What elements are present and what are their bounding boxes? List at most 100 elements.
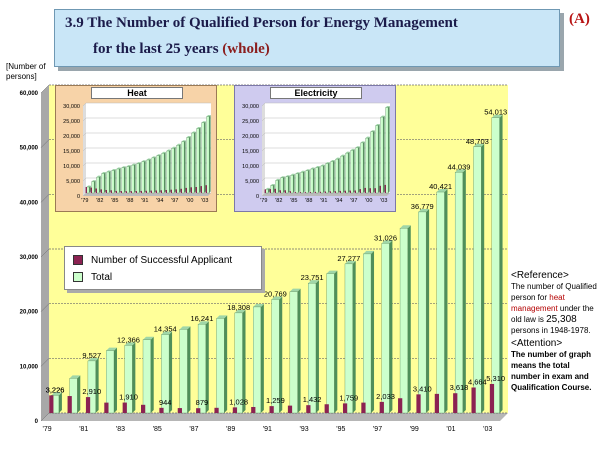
total-bar [308, 283, 317, 414]
total-bar-top [124, 342, 136, 346]
y-tick-label: 20,000 [63, 134, 80, 140]
total-bar-top [91, 180, 96, 182]
total-bar-top [136, 162, 141, 164]
legend-swatch-successful [73, 255, 83, 265]
successful-bar [190, 187, 192, 193]
total-bar [181, 141, 185, 194]
total-bar-top [86, 185, 91, 187]
floor [41, 413, 508, 421]
total-bar [320, 165, 324, 194]
total-bar [355, 147, 359, 194]
successful-bar [453, 393, 458, 413]
successful-data-label: 5,310 [486, 374, 505, 383]
x-tick-label: '91 [141, 198, 148, 204]
total-bar [270, 185, 274, 194]
successful-bar [324, 191, 326, 193]
total-data-label: 44,039 [448, 162, 471, 171]
successful-bar [85, 397, 91, 413]
total-bar [265, 189, 269, 194]
successful-bar [160, 190, 162, 193]
total-bar-side [333, 160, 335, 193]
gridline-side [40, 412, 50, 422]
total-bar-top [326, 270, 338, 274]
successful-bar [104, 402, 109, 413]
total-bar [124, 345, 133, 414]
total-bar [365, 137, 369, 194]
total-bar-side [293, 173, 295, 193]
y-tick-label: 30,000 [63, 104, 80, 110]
total-bar [69, 378, 78, 414]
total-bar-top [96, 175, 101, 178]
reference-text-1: The number of Qualified person for [511, 282, 597, 302]
total-bar [136, 163, 140, 194]
total-bar [216, 318, 225, 414]
y-tick-label: 5,000 [245, 179, 259, 185]
total-bar-top [181, 140, 186, 142]
successful-bar [306, 405, 311, 413]
successful-bar [67, 396, 72, 413]
total-bar-top [315, 166, 320, 168]
total-bar [141, 161, 145, 194]
successful-bar [342, 403, 348, 413]
total-bar-side [242, 309, 246, 413]
successful-bar [361, 402, 366, 413]
total-bar-top [141, 160, 146, 162]
successful-bar [319, 191, 321, 193]
successful-bar [120, 191, 122, 193]
successful-bar [329, 191, 331, 193]
total-bar-side [499, 114, 503, 413]
total-data-label: 3,226 [46, 385, 65, 394]
electricity-inset-title: Electricity [270, 87, 362, 99]
total-bar [315, 167, 319, 194]
total-data-label: 23,751 [301, 273, 324, 282]
x-tick-label: '94 [156, 198, 163, 204]
total-bar-top [275, 178, 280, 181]
gridline-side [261, 162, 266, 167]
successful-bar [145, 190, 147, 193]
total-bar-top [436, 189, 448, 193]
total-bar [454, 172, 463, 414]
successful-bar [269, 406, 274, 413]
total-bar-side [343, 154, 345, 193]
gridline-side [261, 117, 266, 122]
x-tick-label: '00 [365, 198, 372, 204]
x-tick-label: '88 [305, 198, 312, 204]
x-tick-label: '88 [126, 198, 133, 204]
total-bar-top [161, 331, 173, 335]
y-tick-label: 30,000 [242, 104, 259, 110]
gridline-side [40, 139, 50, 148]
total-bar-top [355, 146, 360, 148]
gridline-side [82, 102, 87, 107]
total-bar-side [363, 141, 365, 193]
successful-data-label: 4,664 [468, 378, 487, 387]
successful-bar [334, 191, 336, 193]
total-bar-side [358, 146, 360, 193]
total-bar-side [113, 347, 117, 413]
successful-bar [379, 185, 381, 193]
total-bar [196, 128, 200, 194]
successful-bar [159, 407, 164, 413]
total-bar-side [194, 131, 196, 193]
successful-bar [279, 190, 281, 193]
successful-bar [85, 187, 87, 193]
heat-inset-chart: 0 5,000 10,000 15,000 20,000 25,000 30,000 '79 '… [55, 85, 217, 212]
total-bar [161, 334, 170, 414]
total-bar-top [360, 141, 365, 143]
total-bar [96, 176, 100, 194]
total-bar [111, 170, 115, 194]
reference-highlight: heat management [511, 293, 565, 313]
successful-bar [384, 184, 386, 193]
successful-bar [105, 190, 107, 193]
successful-data-label: 2,910 [82, 387, 101, 396]
y-tick-label: 50,000 [20, 146, 39, 152]
successful-data-label: 2,033 [376, 392, 395, 401]
x-tick-label: '82 [96, 198, 103, 204]
legend-label-successful: Number of Successful Applicant [91, 254, 233, 266]
successful-bar [141, 404, 146, 413]
total-bar-top [106, 347, 117, 351]
total-bar-top [473, 143, 485, 147]
total-bar [201, 122, 205, 194]
successful-bar [369, 188, 371, 193]
successful-bar [264, 189, 266, 193]
